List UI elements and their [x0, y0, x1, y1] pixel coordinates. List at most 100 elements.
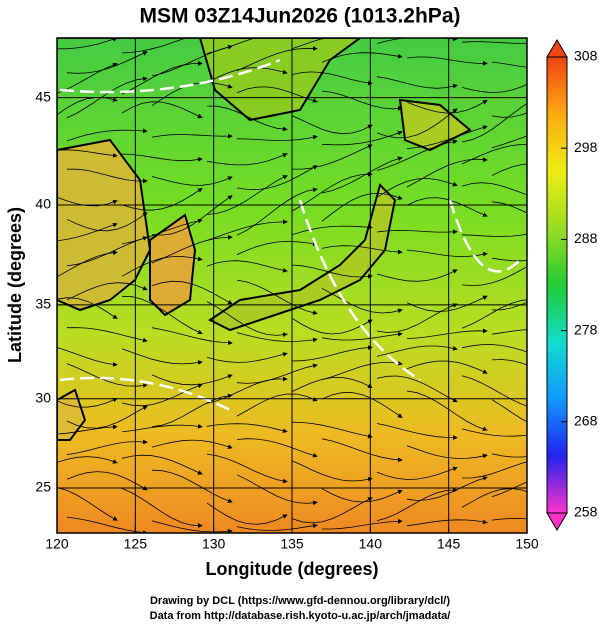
colorbar-tick-label: 298: [574, 139, 598, 155]
streamline: [321, 130, 403, 146]
y-axis-label: Latitude (degrees): [5, 207, 25, 363]
streamline: [206, 301, 288, 337]
colorbar-extend-high: [546, 39, 568, 58]
streamline: [491, 257, 527, 262]
streamline: [406, 197, 488, 217]
streamline: [461, 233, 527, 237]
streamline: [236, 240, 318, 255]
streamline: [66, 439, 148, 455]
x-tick-label: 150: [515, 536, 539, 552]
streamline: [291, 460, 373, 482]
streamline: [236, 134, 318, 141]
x-tick-label: 140: [359, 536, 383, 552]
streamline: [321, 245, 403, 255]
streamline: [151, 439, 233, 449]
streamline: [376, 139, 458, 171]
streamline: [291, 224, 373, 236]
streamline: [376, 345, 458, 357]
streamline: [206, 219, 288, 241]
streamline: [206, 376, 288, 404]
streamline: [461, 182, 527, 196]
streamline: [206, 152, 288, 166]
land: [149, 213, 197, 317]
streamline: [491, 301, 527, 311]
streamline: [406, 519, 488, 527]
streamline: [376, 177, 458, 198]
streamline: [376, 466, 458, 480]
streamline: [291, 497, 373, 524]
streamline: [151, 393, 233, 428]
colorbar-tick-label: 308: [574, 48, 598, 64]
streamline: [491, 481, 527, 498]
streamline: [321, 331, 403, 341]
streamline: [291, 71, 373, 86]
streamline: [57, 456, 118, 464]
streamline: [206, 260, 288, 273]
credit: Drawing by DCL (https://www.gfd-dennou.o…: [150, 595, 450, 607]
streamline: [322, 518, 403, 530]
y-tick-label: 25: [35, 479, 51, 495]
streamline: [376, 487, 458, 522]
streamline: [461, 375, 527, 407]
streamline: [236, 332, 318, 343]
isobar: [448, 199, 521, 273]
streamline: [406, 157, 488, 188]
streamline: [57, 62, 118, 94]
colorbar-tick-label: 288: [574, 230, 598, 246]
streamline: [491, 135, 527, 149]
streamline: [236, 474, 318, 506]
y-tick-label: 40: [35, 196, 51, 212]
streamline: [406, 125, 488, 149]
colorbar-extend-low: [546, 512, 568, 531]
colorbar-tick-label: 258: [574, 504, 598, 520]
streamline: [57, 424, 118, 435]
streamline: [376, 108, 458, 139]
streamline: [321, 90, 403, 111]
streamline: [151, 374, 233, 386]
y-tick-label: 35: [35, 296, 51, 312]
streamline: [321, 193, 403, 222]
streamline: [406, 390, 488, 432]
streamline: [291, 317, 373, 335]
streamline: [461, 41, 527, 44]
streamline: [66, 51, 148, 74]
streamline: [291, 115, 373, 135]
streamline: [291, 421, 373, 439]
streamline: [461, 488, 527, 508]
streamline: [206, 67, 288, 84]
streamline: [376, 269, 458, 282]
credit: Data from http://database.rish.kyoto-u.a…: [150, 610, 451, 622]
streamline: [57, 346, 118, 367]
isobar: [59, 376, 231, 412]
streamline: [491, 201, 527, 214]
streamline: [321, 287, 403, 314]
streamline: [206, 423, 288, 434]
streamline: [376, 423, 458, 440]
streamline: [236, 363, 318, 384]
streamline: [236, 46, 318, 72]
streamline: [406, 295, 488, 312]
colorbar-tick-label: 278: [574, 321, 598, 337]
streamline: [66, 405, 148, 429]
streamline: [491, 61, 527, 68]
streamline: [491, 329, 527, 335]
streamline: [66, 282, 148, 301]
y-tick-label: 30: [35, 389, 51, 405]
streamline: [236, 279, 318, 315]
x-tick-label: 135: [280, 536, 304, 552]
streamline: [461, 428, 527, 437]
streamline: [376, 76, 458, 89]
streamline: [491, 517, 527, 521]
land: [57, 38, 362, 122]
colorbar-tick-label: 268: [574, 413, 598, 429]
streamline: [57, 222, 118, 242]
land: [208, 183, 397, 332]
x-tick-label: 145: [437, 536, 461, 552]
streamline: [66, 76, 148, 119]
streamline: [461, 299, 527, 329]
streamline: [151, 280, 233, 305]
streamline: [376, 303, 458, 333]
streamline: [236, 165, 318, 191]
streamline: [206, 175, 288, 215]
x-tick-label: 130: [202, 536, 226, 552]
